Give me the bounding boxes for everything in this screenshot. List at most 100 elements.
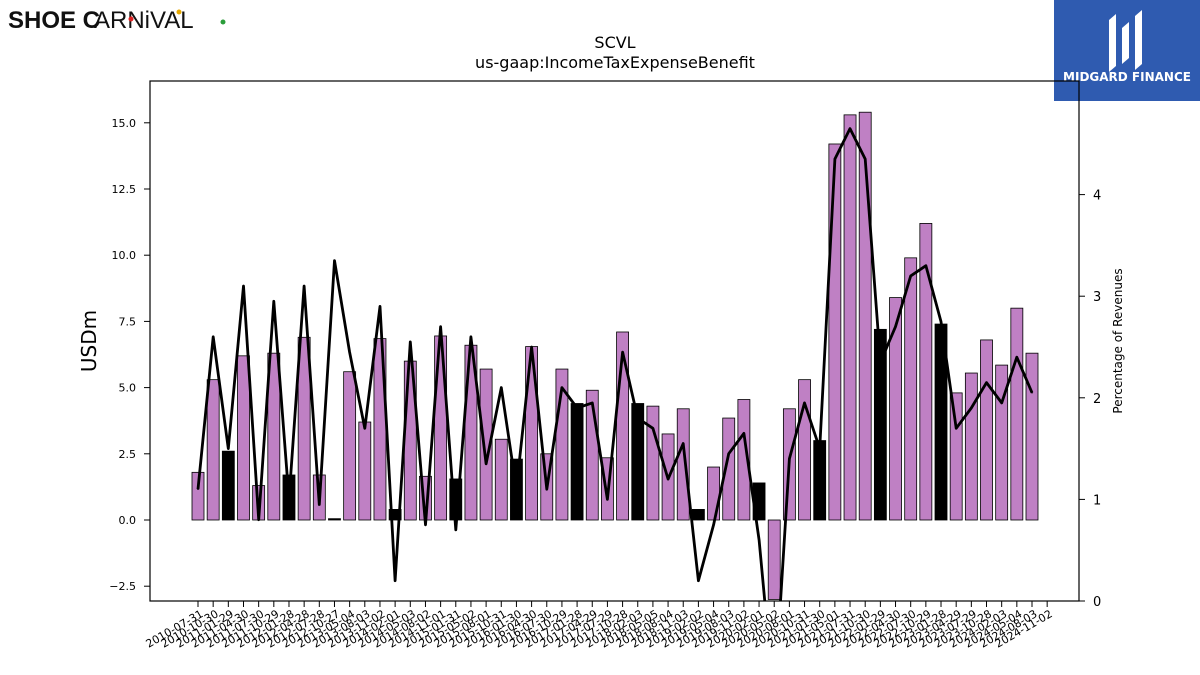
bar	[995, 364, 1009, 521]
y-tick-label: 0.0	[119, 514, 137, 527]
line-point	[333, 259, 336, 262]
pct-revenue-line	[196, 127, 1034, 601]
bar	[358, 421, 372, 521]
bar	[221, 450, 235, 521]
bar	[206, 379, 220, 521]
line-point	[712, 524, 715, 526]
y-tick-label: 7.5	[119, 315, 137, 328]
y-axis-label: USDm	[77, 310, 101, 372]
bar	[646, 405, 660, 521]
y2-axis-label: Percentage of Revenues	[1111, 268, 1125, 413]
bar	[1025, 352, 1039, 521]
y-tick-label: 2.5	[119, 448, 137, 461]
plot-frame	[149, 80, 1080, 602]
midgard-finance-logo: MIDGARD FINANCE	[1054, 0, 1200, 101]
y-tick-label: 10.0	[112, 249, 137, 262]
bar	[707, 466, 720, 521]
y2-tick-label: 1	[1093, 493, 1101, 508]
line-point	[424, 524, 427, 526]
line-point	[546, 488, 548, 491]
bar	[949, 392, 963, 521]
line-point	[212, 336, 214, 338]
line-point	[652, 427, 654, 430]
y2-tick-label: 3	[1093, 290, 1101, 305]
logo-mark-bar-left	[1109, 14, 1116, 72]
y-tick-label: 15.0	[112, 117, 137, 130]
line-point	[409, 341, 412, 343]
bar	[843, 114, 857, 521]
y-axis-right: 0 1 2 3 4	[1079, 189, 1101, 610]
line-point	[515, 488, 518, 491]
line-point	[197, 488, 199, 491]
line-point	[1031, 391, 1033, 394]
bar	[873, 328, 887, 521]
line-point	[818, 447, 821, 450]
line-point	[636, 417, 639, 419]
bar	[828, 143, 842, 521]
line-point	[955, 427, 957, 430]
line-point	[242, 285, 245, 287]
bar	[388, 509, 402, 521]
line-point	[470, 336, 472, 338]
logo-text: MIDGARD FINANCE	[1063, 70, 1191, 84]
line-point	[576, 407, 578, 409]
line-point	[1016, 356, 1018, 359]
logo-dot-red	[128, 16, 134, 22]
bar	[767, 519, 781, 600]
line-point	[455, 529, 457, 531]
line-point	[364, 427, 366, 430]
line-point	[849, 127, 851, 130]
logo-mark-bar-middle	[1122, 22, 1129, 64]
pct-revenue-line-series	[196, 127, 1034, 601]
bar	[1010, 307, 1024, 521]
bar	[692, 509, 705, 521]
line-point	[273, 300, 275, 303]
line-point	[561, 386, 563, 389]
line-point	[834, 158, 836, 160]
bar	[191, 471, 205, 521]
bar	[297, 336, 311, 521]
bar	[479, 368, 493, 521]
line-point	[682, 442, 684, 445]
line-point	[227, 447, 230, 450]
line-point	[257, 518, 260, 521]
y-tick-label: −2.5	[109, 580, 136, 593]
line-point	[697, 579, 700, 582]
line-point	[985, 381, 988, 384]
bar	[798, 379, 811, 521]
line-point	[788, 458, 791, 460]
shoe-carnival-logo: SHOE C ARNiVAL	[8, 4, 248, 34]
bar	[570, 403, 584, 521]
line-point	[485, 463, 487, 465]
line-point	[621, 351, 624, 353]
logo-dot-green	[220, 19, 226, 25]
y2-tick-label: 4	[1093, 189, 1101, 204]
line-point	[803, 402, 806, 404]
line-point	[439, 325, 442, 328]
y2-tick-label: 2	[1093, 392, 1101, 407]
bar	[525, 346, 538, 521]
y-tick-label: 12.5	[112, 183, 137, 196]
logo-text-primary: SHOE C	[8, 7, 100, 34]
bar	[813, 440, 827, 521]
x-axis: 2010-07-312010-10-302011-01-292011-04-30…	[144, 601, 1055, 651]
line-point	[318, 503, 321, 506]
bar	[904, 257, 918, 521]
logo-mark-bar-right	[1135, 10, 1142, 70]
y-tick-label: 5.0	[119, 382, 137, 395]
line-point	[591, 402, 594, 404]
bar-series	[191, 111, 1039, 600]
line-point	[970, 407, 973, 409]
bar	[237, 355, 250, 521]
bar	[328, 518, 341, 521]
line-point	[667, 478, 669, 480]
y-axis-left: −2.5 0.0 2.5 5.0 7.5 10.0 12.5 15.0	[109, 117, 150, 593]
bar	[722, 417, 736, 521]
line-point	[530, 346, 533, 348]
bar	[267, 352, 281, 521]
bar	[494, 438, 508, 521]
bar	[343, 371, 357, 521]
chart-subtitle: us-gaap:IncomeTaxExpenseBenefit	[475, 53, 755, 72]
logo-dot-yellow	[176, 9, 182, 15]
